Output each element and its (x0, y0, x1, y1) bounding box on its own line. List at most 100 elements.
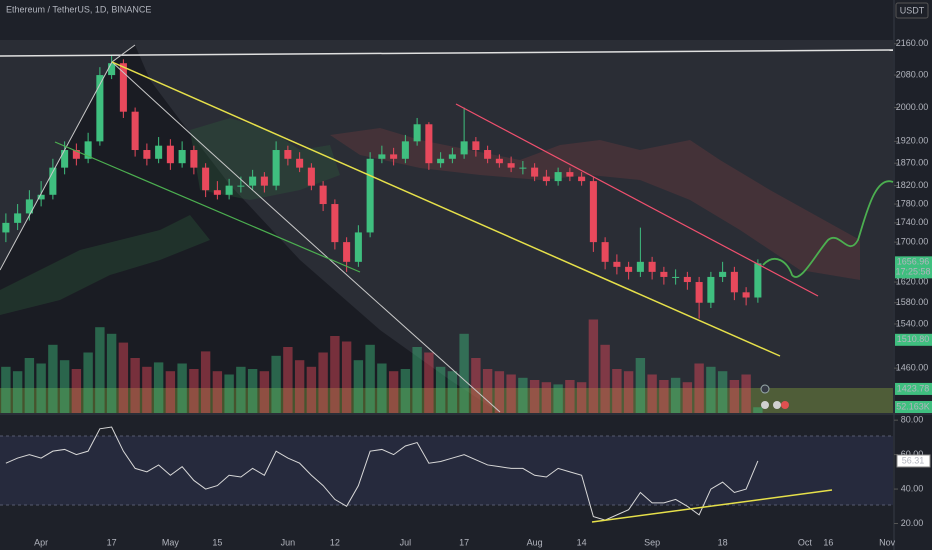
volume-bar (647, 374, 657, 413)
candle-body (542, 176, 550, 182)
y-tick-label: 1740.00 (896, 217, 929, 227)
candle-body (390, 154, 398, 159)
trend-line (455, 103, 819, 297)
candle-body (378, 154, 386, 159)
candle-body (37, 194, 45, 200)
volume-bar (247, 369, 258, 413)
volume-bar (706, 366, 716, 413)
candle-body (155, 145, 163, 159)
candle-body (108, 63, 116, 76)
volume-bar (659, 380, 669, 413)
rsi-tick-label: 80.00 (901, 415, 924, 425)
volume-bar (400, 369, 411, 413)
volume-bar (271, 355, 281, 413)
rsi-line (5, 426, 759, 521)
event-icon[interactable] (781, 401, 789, 409)
volume-bar (682, 382, 693, 413)
volume-bar (412, 347, 422, 413)
x-tick-label: Apr (34, 537, 48, 547)
trend-line (111, 61, 781, 357)
x-tick-label: 16 (823, 537, 833, 547)
currency-label[interactable]: USDT (900, 5, 925, 15)
rsi-trend-line (591, 489, 833, 523)
candle-body (437, 158, 445, 164)
currency-box[interactable] (895, 2, 929, 19)
cloud (0, 215, 210, 315)
candle-body (72, 150, 80, 159)
candle-body (507, 163, 515, 168)
support-zone (0, 388, 893, 413)
volume-badge-label: 52.163K (896, 401, 930, 411)
event-icon[interactable] (760, 384, 770, 394)
candle-body (119, 63, 127, 112)
level-badge-label: 1510.80 (897, 334, 930, 344)
volume-bar (600, 344, 610, 413)
volume-bar (165, 371, 176, 413)
volume-bar (553, 384, 563, 413)
x-tick-label: Jul (400, 537, 412, 547)
volume-bar (377, 363, 387, 413)
y-tick-label: 2080.00 (896, 69, 929, 79)
y-tick-label: 1540.00 (896, 318, 929, 328)
candle-body (730, 271, 738, 293)
volume-bar (541, 382, 552, 413)
candle-body (178, 150, 186, 164)
candle-body (96, 75, 104, 142)
x-tick-label: 17 (107, 537, 117, 547)
candle-body (272, 150, 280, 186)
rsi-badge-label: 56.31 (902, 455, 925, 465)
candle-body (636, 261, 644, 272)
candle-body (225, 185, 233, 195)
candle-body (249, 176, 257, 186)
volume-bar (435, 366, 446, 413)
volume-bar (71, 369, 82, 413)
last-price-bg (895, 256, 932, 279)
level-badge-label: 1423.78 (897, 383, 930, 393)
level-badge-bg (895, 333, 932, 346)
candle-body (754, 263, 762, 298)
candle-body (660, 271, 668, 277)
rsi-badge-bg (896, 454, 931, 468)
volume-bar (177, 363, 187, 413)
event-icon[interactable] (773, 401, 781, 409)
shaded-region (0, 45, 500, 413)
volume-bar (494, 371, 505, 413)
candle-body (366, 158, 374, 233)
candle-body (460, 141, 468, 155)
rsi-band (0, 436, 893, 505)
volume-bar (142, 366, 152, 413)
candle-body (672, 276, 680, 278)
y-tick-label: 1580.00 (896, 297, 929, 307)
y-tick-label: 1620.00 (896, 276, 929, 286)
candle-body (296, 158, 304, 168)
volume-bar (741, 374, 751, 413)
candle-body (2, 222, 10, 233)
candle-body (61, 150, 69, 168)
x-tick-label: 18 (718, 537, 728, 547)
volume-bar (83, 352, 93, 413)
candle-body (554, 172, 562, 182)
last-price-label: 1656.96 (897, 257, 930, 267)
volume-bar (353, 360, 364, 413)
y-tick-label: 1780.00 (896, 198, 929, 208)
candle-body (49, 167, 57, 195)
volume-bar (12, 371, 23, 413)
projection-path (762, 180, 894, 278)
candle-body (307, 167, 315, 186)
candle-body (589, 181, 597, 243)
volume-bar (283, 347, 293, 413)
candle-body (319, 185, 327, 205)
volume-bar (259, 371, 270, 413)
volume-bar (236, 366, 246, 413)
volume-bar (130, 358, 140, 413)
candle-body (472, 141, 480, 151)
volume-bar (330, 336, 340, 413)
volume-bar (612, 369, 622, 413)
candle-body (519, 167, 527, 169)
volume-bar (518, 377, 528, 413)
volume-bar (482, 369, 493, 413)
event-icon[interactable] (761, 401, 769, 409)
volume-bar (36, 363, 46, 413)
candle-body (695, 282, 703, 303)
x-tick-label: 12 (330, 537, 340, 547)
